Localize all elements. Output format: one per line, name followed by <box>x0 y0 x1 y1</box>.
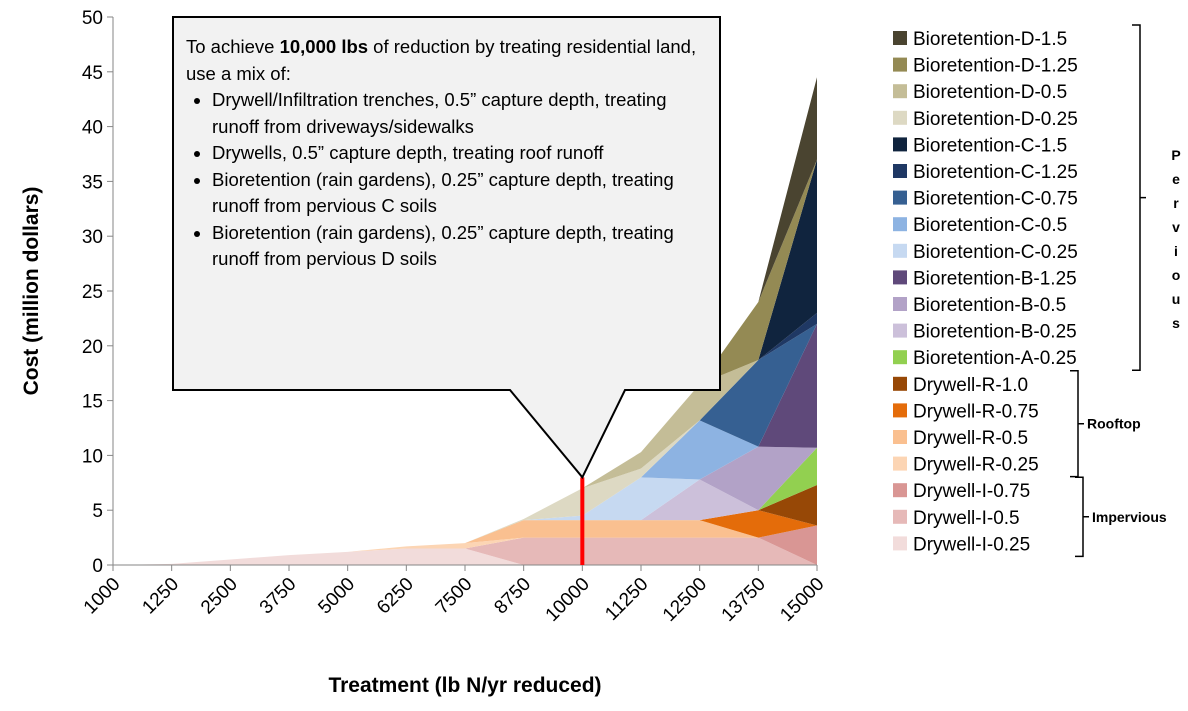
bullet-list: Drywell/Infiltration trenches, 0.5” capt… <box>186 87 716 273</box>
area <box>113 520 817 565</box>
legend-label: Drywell-I-0.75 <box>913 481 1030 502</box>
legend-label: Bioretention-D-0.5 <box>913 82 1067 103</box>
x-tick-label: 5000 <box>314 574 359 619</box>
legend-label: Bioretention-C-1.25 <box>913 162 1078 183</box>
x-tick-label: 11250 <box>601 574 652 625</box>
bullet: Drywells, 0.5” capture depth, treating r… <box>212 140 716 167</box>
x-tick-label: 12500 <box>659 574 711 626</box>
x-tick-label: 2500 <box>197 574 242 619</box>
intro-text: To achieve <box>186 36 280 57</box>
intro-bold: 10,000 lbs <box>279 36 369 57</box>
legend-label: Bioretention-D-0.25 <box>913 109 1078 130</box>
x-tick-label: 8750 <box>490 574 535 619</box>
legend-label: Drywell-R-1.0 <box>913 375 1028 396</box>
y-tick-label: 35 <box>82 172 103 193</box>
legend-label: Bioretention-A-0.25 <box>913 348 1077 369</box>
y-tick-label: 25 <box>82 282 103 303</box>
x-tick-label: 3750 <box>256 574 301 619</box>
x-tick-label: 10000 <box>542 574 594 626</box>
legend-bracket <box>1132 24 1146 371</box>
area <box>113 510 817 565</box>
y-tick-label: 30 <box>82 227 103 248</box>
legend-swatch <box>893 84 907 99</box>
x-tick-label: 7500 <box>432 574 477 619</box>
y-tick-label: 50 <box>82 8 103 29</box>
legend-label: Bioretention-C-0.5 <box>913 215 1067 236</box>
legend-label: Bioretention-C-1.5 <box>913 135 1067 156</box>
legend-label: Bioretention-B-1.25 <box>913 268 1077 289</box>
legend-swatch <box>893 376 907 391</box>
bullet: Bioretention (rain gardens), 0.25” captu… <box>212 220 716 273</box>
x-tick-label: 1250 <box>138 574 183 619</box>
area <box>113 159 817 566</box>
callout-intro: To achieve 10,000 lbs of reduction by tr… <box>186 34 716 87</box>
area <box>113 446 817 565</box>
area <box>113 525 817 565</box>
legend-label: Drywell-R-0.25 <box>913 455 1039 476</box>
area <box>113 548 817 565</box>
legend-swatch <box>893 297 907 311</box>
legend-bracket <box>1070 370 1084 478</box>
x-tick-label: 15000 <box>776 574 828 626</box>
y-tick-label: 5 <box>92 501 103 522</box>
legend-swatch <box>893 536 907 551</box>
legend-swatch <box>893 403 907 418</box>
legend-label: Drywell-I-0.5 <box>913 508 1020 529</box>
legend-swatch <box>893 110 907 125</box>
legend-swatch <box>893 190 907 205</box>
legend-swatch <box>893 243 907 258</box>
area <box>113 323 817 565</box>
legend-swatch <box>893 350 907 365</box>
x-tick-label: 6250 <box>373 574 418 619</box>
legend-swatch <box>893 430 907 444</box>
legend-swatch <box>893 323 907 338</box>
legend-label: Bioretention-D-1.25 <box>913 56 1078 77</box>
y-tick-label: 40 <box>82 118 103 139</box>
legend-swatch <box>893 137 907 152</box>
area <box>113 537 817 565</box>
callout-box <box>172 16 721 480</box>
area <box>113 447 817 565</box>
legend-swatch <box>893 217 907 232</box>
y-tick-label: 10 <box>82 446 103 467</box>
bullet: Drywell/Infiltration trenches, 0.5” capt… <box>212 87 716 140</box>
x-axis-title: Treatment (lb N/yr reduced) <box>328 674 601 697</box>
x-tick-label: 13750 <box>718 574 770 626</box>
legend-swatch <box>893 456 907 471</box>
legend-swatch <box>893 509 907 524</box>
legend-label: Bioretention-B-0.25 <box>913 322 1077 343</box>
legend-swatch <box>893 164 907 178</box>
legend-label: Bioretention-C-0.75 <box>913 189 1078 210</box>
legend-swatch <box>893 270 907 285</box>
legend-label: Bioretention-D-1.5 <box>913 29 1067 50</box>
legend-label: Bioretention-B-0.5 <box>913 295 1066 316</box>
group-label: Rooftop <box>1087 416 1141 432</box>
legend-label: Drywell-I-0.25 <box>913 534 1030 555</box>
callout-text: To achieve 10,000 lbs of reduction by tr… <box>186 34 716 273</box>
legend-bracket <box>1075 476 1089 558</box>
y-tick-label: 15 <box>82 392 103 413</box>
y-tick-label: 0 <box>92 556 103 577</box>
legend-swatch <box>893 57 907 72</box>
y-axis-title: Cost (million dollars) <box>20 187 43 396</box>
y-tick-label: 45 <box>82 63 103 84</box>
legend-swatch <box>893 483 907 498</box>
x-tick-label: 1000 <box>80 574 125 619</box>
legend-swatch <box>893 31 907 45</box>
bullet: Bioretention (rain gardens), 0.25” captu… <box>212 167 716 220</box>
y-tick-label: 20 <box>82 337 103 358</box>
group-label: Impervious <box>1092 509 1167 525</box>
legend-label: Drywell-R-0.5 <box>913 428 1028 449</box>
area <box>113 323 817 565</box>
intro-text: of reduction by treating residential lan… <box>186 36 697 84</box>
legend-label: Drywell-R-0.75 <box>913 401 1039 422</box>
legend-label: Bioretention-C-0.25 <box>913 242 1078 263</box>
